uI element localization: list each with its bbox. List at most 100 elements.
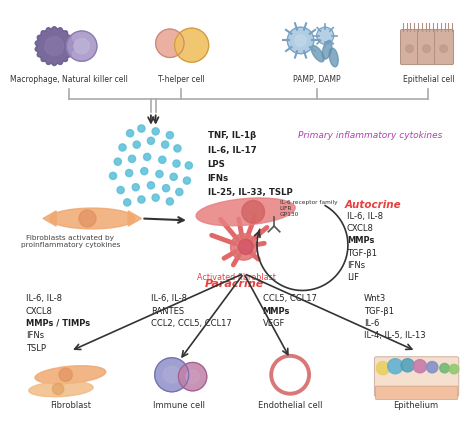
Circle shape (170, 173, 177, 181)
Text: Wnt3: Wnt3 (364, 294, 386, 303)
Circle shape (147, 182, 155, 189)
Circle shape (45, 37, 64, 56)
Circle shape (449, 364, 459, 374)
Polygon shape (329, 48, 338, 67)
Text: CXCL8: CXCL8 (347, 224, 374, 233)
Circle shape (185, 162, 192, 169)
Circle shape (287, 27, 314, 54)
Text: MMPs: MMPs (263, 306, 290, 316)
Text: Fibroblasts activated by
proinflammatory cytokines: Fibroblasts activated by proinflammatory… (21, 235, 120, 248)
FancyBboxPatch shape (375, 386, 458, 399)
Circle shape (59, 368, 73, 381)
Text: RANTES: RANTES (151, 306, 184, 316)
Text: LIF: LIF (347, 273, 359, 282)
Text: IFNs: IFNs (208, 174, 229, 183)
Circle shape (117, 187, 124, 194)
Polygon shape (322, 41, 332, 59)
Circle shape (186, 370, 199, 383)
Circle shape (376, 362, 390, 375)
FancyBboxPatch shape (435, 30, 454, 65)
Circle shape (163, 184, 170, 192)
Polygon shape (43, 211, 56, 226)
Polygon shape (128, 211, 141, 226)
Circle shape (176, 188, 183, 195)
Text: IL-6, IL-8: IL-6, IL-8 (151, 294, 187, 303)
Text: Epithelial cell: Epithelial cell (402, 75, 454, 84)
Circle shape (156, 170, 163, 178)
Text: VEGF: VEGF (263, 319, 285, 328)
Circle shape (74, 38, 90, 54)
Circle shape (162, 141, 169, 148)
Text: CXCL8: CXCL8 (26, 306, 53, 316)
Text: Immune cell: Immune cell (153, 401, 205, 410)
Circle shape (295, 35, 306, 46)
Text: LPS: LPS (208, 160, 226, 169)
Circle shape (406, 45, 413, 52)
Circle shape (53, 383, 64, 395)
Circle shape (147, 137, 155, 144)
Circle shape (423, 45, 430, 52)
Text: IL-6: IL-6 (364, 319, 379, 328)
FancyBboxPatch shape (374, 357, 459, 397)
Circle shape (163, 366, 180, 383)
Circle shape (238, 239, 253, 254)
Text: TSLP: TSLP (26, 344, 46, 352)
Ellipse shape (29, 381, 93, 397)
Circle shape (67, 31, 97, 61)
Text: IFNs: IFNs (347, 261, 365, 270)
Circle shape (138, 125, 145, 132)
Circle shape (119, 144, 126, 151)
Text: TGF-β1: TGF-β1 (364, 306, 394, 316)
Circle shape (133, 141, 140, 148)
Text: IL-25, IL-33, TSLP: IL-25, IL-33, TSLP (208, 188, 292, 197)
Circle shape (141, 168, 148, 175)
Circle shape (109, 172, 117, 179)
Text: Endothelial cell: Endothelial cell (258, 401, 322, 410)
Circle shape (183, 177, 191, 184)
Text: IL-6, IL-8: IL-6, IL-8 (347, 212, 383, 221)
Text: IL-6 receptor family: IL-6 receptor family (280, 200, 337, 205)
Text: Activated fibroblast: Activated fibroblast (197, 273, 275, 282)
Text: IL-4, IL-5, IL-13: IL-4, IL-5, IL-13 (364, 331, 426, 340)
Text: PAMP, DAMP: PAMP, DAMP (293, 75, 340, 84)
Text: CCL5, CCL17: CCL5, CCL17 (263, 294, 317, 303)
Text: Autocrine: Autocrine (345, 200, 401, 210)
Text: IFNs: IFNs (26, 331, 44, 340)
Ellipse shape (35, 366, 106, 384)
Polygon shape (35, 27, 73, 65)
Text: Paracrine: Paracrine (205, 279, 264, 289)
Circle shape (242, 200, 264, 223)
Circle shape (401, 359, 414, 372)
Text: T-helper cell: T-helper cell (158, 75, 205, 84)
Circle shape (152, 194, 159, 201)
Circle shape (178, 362, 207, 391)
Circle shape (127, 130, 134, 137)
Ellipse shape (50, 208, 135, 229)
Text: LIFR: LIFR (280, 206, 292, 211)
Circle shape (126, 169, 133, 177)
Text: GP130: GP130 (280, 212, 299, 217)
Circle shape (427, 362, 438, 373)
Circle shape (440, 45, 447, 52)
Circle shape (440, 363, 449, 373)
Polygon shape (311, 46, 324, 62)
Circle shape (114, 158, 121, 165)
Circle shape (174, 145, 181, 152)
Text: IL-6, IL-8: IL-6, IL-8 (26, 294, 62, 303)
FancyBboxPatch shape (418, 30, 437, 65)
Circle shape (230, 234, 257, 260)
Circle shape (413, 360, 427, 373)
Circle shape (173, 160, 180, 167)
Circle shape (144, 153, 151, 160)
Circle shape (132, 184, 139, 191)
Circle shape (166, 132, 173, 139)
Text: IL-6, IL-17: IL-6, IL-17 (208, 146, 256, 154)
Circle shape (155, 358, 189, 392)
Circle shape (152, 128, 159, 135)
Circle shape (128, 155, 136, 162)
Circle shape (388, 359, 403, 374)
Text: Macrophage, Natural killer cell: Macrophage, Natural killer cell (9, 75, 128, 84)
Text: Fibroblast: Fibroblast (50, 401, 91, 410)
Text: MMPs / TIMPs: MMPs / TIMPs (26, 319, 90, 328)
Circle shape (124, 199, 131, 206)
